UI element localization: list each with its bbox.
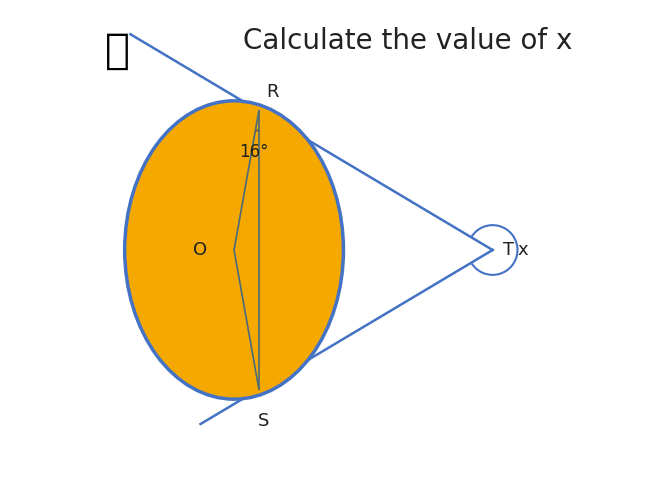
Text: T: T [502,241,514,259]
Text: 🎺: 🎺 [105,30,130,72]
Text: R: R [266,83,279,101]
Text: 16°: 16° [239,143,269,161]
Text: O: O [193,241,207,259]
Ellipse shape [125,101,344,399]
Text: Calculate the value of x: Calculate the value of x [243,27,573,55]
Text: S: S [258,412,269,430]
Text: x: x [517,241,528,259]
